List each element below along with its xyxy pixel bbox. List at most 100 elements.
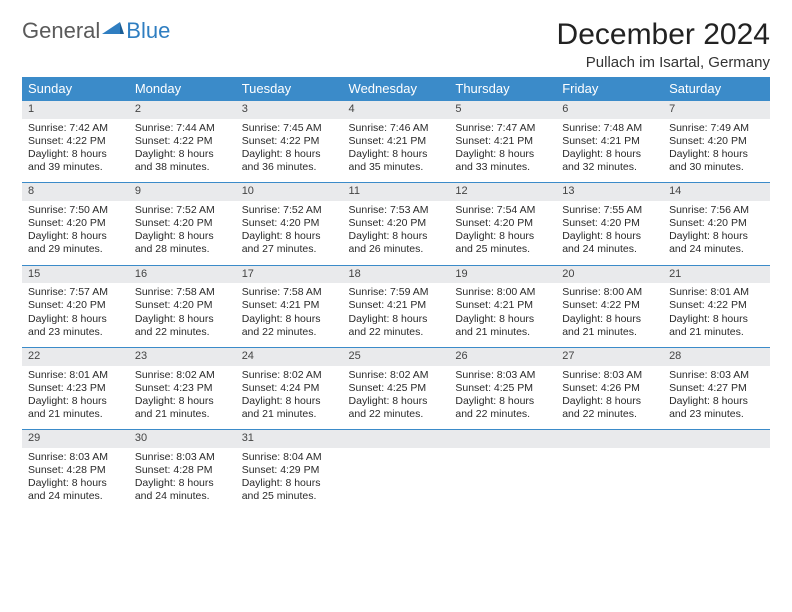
day-details: Sunrise: 8:02 AMSunset: 4:23 PMDaylight:… xyxy=(129,366,236,430)
sunset-line: Sunset: 4:20 PM xyxy=(135,299,230,312)
calendar-day-cell: 17Sunrise: 7:58 AMSunset: 4:21 PMDayligh… xyxy=(236,265,343,347)
sunset-line: Sunset: 4:20 PM xyxy=(28,299,123,312)
calendar-day-cell: 15Sunrise: 7:57 AMSunset: 4:20 PMDayligh… xyxy=(22,265,129,347)
day-details: Sunrise: 7:57 AMSunset: 4:20 PMDaylight:… xyxy=(22,283,129,347)
sunrise-line: Sunrise: 8:03 AM xyxy=(455,369,550,382)
day-details: Sunrise: 7:52 AMSunset: 4:20 PMDaylight:… xyxy=(236,201,343,265)
daylight-line: Daylight: 8 hours and 24 minutes. xyxy=(669,230,764,256)
empty-day-header xyxy=(663,430,770,448)
calendar-day-cell: 29Sunrise: 8:03 AMSunset: 4:28 PMDayligh… xyxy=(22,430,129,512)
sunrise-line: Sunrise: 7:58 AM xyxy=(242,286,337,299)
day-details: Sunrise: 7:49 AMSunset: 4:20 PMDaylight:… xyxy=(663,119,770,183)
daylight-line: Daylight: 8 hours and 36 minutes. xyxy=(242,148,337,174)
day-details: Sunrise: 7:59 AMSunset: 4:21 PMDaylight:… xyxy=(343,283,450,347)
day-number: 4 xyxy=(343,101,450,119)
calendar-day-cell: 27Sunrise: 8:03 AMSunset: 4:26 PMDayligh… xyxy=(556,347,663,429)
day-number: 22 xyxy=(22,348,129,366)
sunset-line: Sunset: 4:24 PM xyxy=(242,382,337,395)
sunrise-line: Sunrise: 8:04 AM xyxy=(242,451,337,464)
day-number: 31 xyxy=(236,430,343,448)
calendar-day-cell: 26Sunrise: 8:03 AMSunset: 4:25 PMDayligh… xyxy=(449,347,556,429)
day-details: Sunrise: 7:42 AMSunset: 4:22 PMDaylight:… xyxy=(22,119,129,183)
sunset-line: Sunset: 4:22 PM xyxy=(135,135,230,148)
calendar-day-cell: 1Sunrise: 7:42 AMSunset: 4:22 PMDaylight… xyxy=(22,101,129,183)
sunrise-line: Sunrise: 8:03 AM xyxy=(135,451,230,464)
weekday-header: Friday xyxy=(556,77,663,101)
sunset-line: Sunset: 4:25 PM xyxy=(455,382,550,395)
sunrise-line: Sunrise: 8:02 AM xyxy=(242,369,337,382)
sunset-line: Sunset: 4:22 PM xyxy=(562,299,657,312)
day-details: Sunrise: 7:53 AMSunset: 4:20 PMDaylight:… xyxy=(343,201,450,265)
day-number: 8 xyxy=(22,183,129,201)
day-details: Sunrise: 7:52 AMSunset: 4:20 PMDaylight:… xyxy=(129,201,236,265)
sunrise-line: Sunrise: 7:45 AM xyxy=(242,122,337,135)
daylight-line: Daylight: 8 hours and 33 minutes. xyxy=(455,148,550,174)
day-number: 20 xyxy=(556,266,663,284)
daylight-line: Daylight: 8 hours and 22 minutes. xyxy=(349,313,444,339)
calendar-day-cell: 28Sunrise: 8:03 AMSunset: 4:27 PMDayligh… xyxy=(663,347,770,429)
day-number: 26 xyxy=(449,348,556,366)
day-details: Sunrise: 7:48 AMSunset: 4:21 PMDaylight:… xyxy=(556,119,663,183)
empty-day-body xyxy=(663,448,770,498)
day-number: 30 xyxy=(129,430,236,448)
daylight-line: Daylight: 8 hours and 27 minutes. xyxy=(242,230,337,256)
sunset-line: Sunset: 4:21 PM xyxy=(349,135,444,148)
calendar-day-cell: 5 Sunrise: 7:47 AMSunset: 4:21 PMDaylight… xyxy=(449,101,556,183)
day-details: Sunrise: 8:01 AMSunset: 4:23 PMDaylight:… xyxy=(22,366,129,430)
calendar-day-cell: 12Sunrise: 7:54 AMSunset: 4:20 PMDayligh… xyxy=(449,183,556,265)
day-number: 3 xyxy=(236,101,343,119)
logo: General Blue xyxy=(22,18,170,44)
weekday-header: Tuesday xyxy=(236,77,343,101)
daylight-line: Daylight: 8 hours and 23 minutes. xyxy=(28,313,123,339)
sunrise-line: Sunrise: 7:47 AM xyxy=(455,122,550,135)
day-number: 12 xyxy=(449,183,556,201)
sunset-line: Sunset: 4:22 PM xyxy=(669,299,764,312)
day-details: Sunrise: 8:00 AMSunset: 4:21 PMDaylight:… xyxy=(449,283,556,347)
weekday-header-row: SundayMondayTuesdayWednesdayThursdayFrid… xyxy=(22,77,770,101)
calendar-day-cell: 25Sunrise: 8:02 AMSunset: 4:25 PMDayligh… xyxy=(343,347,450,429)
day-number: 21 xyxy=(663,266,770,284)
daylight-line: Daylight: 8 hours and 25 minutes. xyxy=(455,230,550,256)
calendar-day-cell xyxy=(663,430,770,512)
empty-day-body xyxy=(343,448,450,498)
empty-day-body xyxy=(556,448,663,498)
daylight-line: Daylight: 8 hours and 21 minutes. xyxy=(242,395,337,421)
sunset-line: Sunset: 4:21 PM xyxy=(562,135,657,148)
calendar-day-cell xyxy=(556,430,663,512)
daylight-line: Daylight: 8 hours and 24 minutes. xyxy=(28,477,123,503)
calendar-day-cell: 14Sunrise: 7:56 AMSunset: 4:20 PMDayligh… xyxy=(663,183,770,265)
day-details: Sunrise: 8:03 AMSunset: 4:25 PMDaylight:… xyxy=(449,366,556,430)
day-number: 14 xyxy=(663,183,770,201)
calendar-day-cell xyxy=(343,430,450,512)
empty-day-header xyxy=(556,430,663,448)
logo-text-2: Blue xyxy=(126,18,170,44)
day-number: 19 xyxy=(449,266,556,284)
daylight-line: Daylight: 8 hours and 24 minutes. xyxy=(135,477,230,503)
day-number: 6 xyxy=(556,101,663,119)
day-details: Sunrise: 8:03 AMSunset: 4:26 PMDaylight:… xyxy=(556,366,663,430)
sunrise-line: Sunrise: 8:01 AM xyxy=(669,286,764,299)
sunset-line: Sunset: 4:23 PM xyxy=(28,382,123,395)
calendar-week-row: 15Sunrise: 7:57 AMSunset: 4:20 PMDayligh… xyxy=(22,265,770,347)
daylight-line: Daylight: 8 hours and 21 minutes. xyxy=(455,313,550,339)
calendar-day-cell: 2Sunrise: 7:44 AMSunset: 4:22 PMDaylight… xyxy=(129,101,236,183)
day-number: 23 xyxy=(129,348,236,366)
calendar-day-cell: 19Sunrise: 8:00 AMSunset: 4:21 PMDayligh… xyxy=(449,265,556,347)
sunrise-line: Sunrise: 8:02 AM xyxy=(349,369,444,382)
daylight-line: Daylight: 8 hours and 22 minutes. xyxy=(242,313,337,339)
sunrise-line: Sunrise: 7:59 AM xyxy=(349,286,444,299)
sunrise-line: Sunrise: 7:49 AM xyxy=(669,122,764,135)
sunrise-line: Sunrise: 7:58 AM xyxy=(135,286,230,299)
calendar-day-cell: 23Sunrise: 8:02 AMSunset: 4:23 PMDayligh… xyxy=(129,347,236,429)
day-number: 28 xyxy=(663,348,770,366)
sunrise-line: Sunrise: 7:52 AM xyxy=(135,204,230,217)
calendar-day-cell: 9Sunrise: 7:52 AMSunset: 4:20 PMDaylight… xyxy=(129,183,236,265)
header: General Blue December 2024 Pullach im Is… xyxy=(22,18,770,71)
sunrise-line: Sunrise: 7:48 AM xyxy=(562,122,657,135)
day-number: 5 xyxy=(449,101,556,119)
sunrise-line: Sunrise: 7:46 AM xyxy=(349,122,444,135)
daylight-line: Daylight: 8 hours and 38 minutes. xyxy=(135,148,230,174)
day-number: 10 xyxy=(236,183,343,201)
sunset-line: Sunset: 4:20 PM xyxy=(349,217,444,230)
sunset-line: Sunset: 4:21 PM xyxy=(455,135,550,148)
